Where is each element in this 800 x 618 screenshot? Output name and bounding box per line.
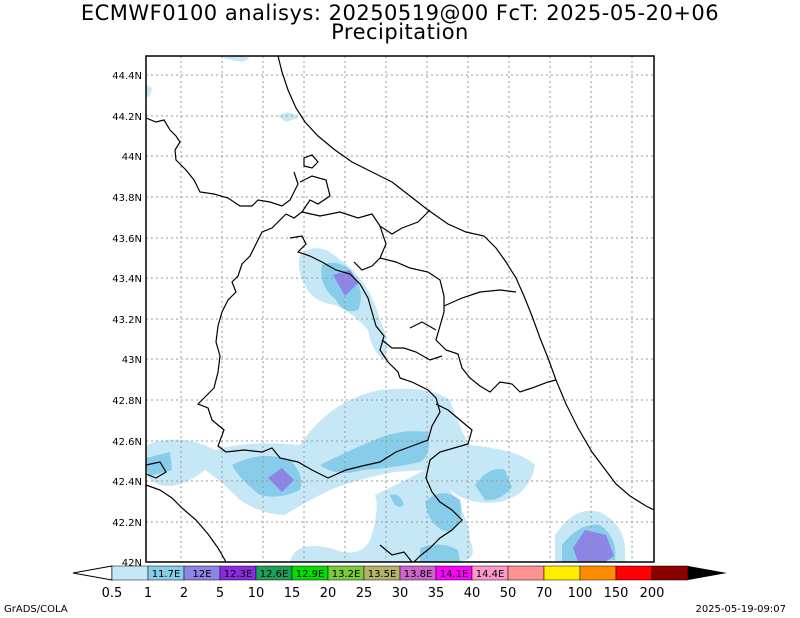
chart-subtitle: Precipitation: [331, 20, 469, 44]
plot-frame: [145, 55, 655, 563]
coastline-south: [145, 461, 227, 563]
colorbar: 11.7E 12E 12.3E 12.6E 12.9E 13.2E 13.5E 13.8E 14…: [72, 565, 727, 601]
lat-label: 43.4N: [112, 274, 142, 285]
coastline: [277, 55, 655, 511]
region-border: [289, 235, 401, 379]
colorbar-lon-label: 12.3E: [224, 569, 253, 580]
colorbar-value-label: 35: [428, 586, 445, 601]
colorbar-value-label: 100: [568, 586, 593, 601]
colorbar-value-label: 40: [464, 586, 481, 601]
colorbar-value-label: 15: [284, 586, 301, 601]
rain-area: [420, 544, 460, 562]
latitude-labels: 44.4N 44.2N 44N 43.8N 43.6N 43.4N 43.2N …: [112, 71, 142, 569]
lat-label: 42.2N: [112, 518, 142, 529]
colorbar-swatch: [615, 565, 653, 581]
colorbar-value-label: 200: [640, 586, 665, 601]
colorbar-swatch: [543, 565, 581, 581]
colorbar-value-label: 2: [180, 586, 188, 601]
chart-title: ECMWF0100 analisys: 20250519@00 FcT: 202…: [80, 1, 720, 25]
precipitation-shading: [146, 56, 625, 562]
colorbar-value-label: 10: [248, 586, 265, 601]
lat-label: 42.4N: [112, 477, 142, 488]
colorbar-value-label: 0.5: [102, 586, 123, 601]
rain-area: [268, 468, 294, 492]
colorbar-swatch: [111, 565, 149, 581]
colorbar-swatch: [507, 565, 545, 581]
region-border: [409, 289, 517, 331]
rain-area: [320, 431, 429, 474]
rain-area: [573, 530, 614, 562]
rain-area: [475, 469, 512, 501]
rain-area: [390, 494, 404, 508]
colorbar-lon-label: 12.6E: [260, 569, 289, 580]
lat-label: 42N: [122, 558, 142, 569]
colorbar-lon-label: 12.9E: [296, 569, 325, 580]
lat-label: 42.8N: [112, 396, 142, 407]
region-border: [301, 209, 431, 235]
rain-area: [146, 85, 152, 98]
footer-credit: GrADS/COLA: [4, 604, 68, 615]
colorbar-lon-label: 14.4E: [476, 569, 505, 580]
region-border: [381, 339, 443, 361]
region-border: [285, 175, 331, 219]
lat-lon-grid: [146, 56, 654, 562]
colorbar-value-label: 5: [216, 586, 224, 601]
rain-area: [146, 452, 172, 476]
rain-area: [146, 388, 535, 562]
colorbar-lon-label: 13.8E: [404, 569, 433, 580]
colorbar-swatch: [651, 565, 689, 581]
colorbar-value-label: 70: [536, 586, 553, 601]
colorbar-value-label: 150: [604, 586, 629, 601]
coastline-and-borders: [145, 55, 655, 563]
lat-label: 44.2N: [112, 112, 142, 123]
footer-timestamp: 2025-05-19-09:07: [695, 604, 786, 615]
colorbar-high-arrow: [688, 566, 727, 580]
colorbar-lon-label: 11.7E: [152, 569, 181, 580]
colorbar-value-label: 25: [356, 586, 373, 601]
lat-label: 44.4N: [112, 71, 142, 82]
rain-area: [278, 112, 298, 122]
coastline-sw: [379, 544, 413, 563]
colorbar-value-label: 30: [392, 586, 409, 601]
lat-label: 43.2N: [112, 315, 142, 326]
colorbar-swatch: [579, 565, 617, 581]
region-border: [353, 225, 557, 393]
colorbar-value-label: 1: [144, 586, 152, 601]
lat-label: 43.8N: [112, 193, 142, 204]
lat-label: 42.6N: [112, 437, 142, 448]
colorbar-lon-label: 13.5E: [368, 569, 397, 580]
region-border: [303, 154, 319, 169]
coastline-west: [145, 117, 299, 207]
colorbar-value-label: 50: [500, 586, 517, 601]
lat-label: 43.6N: [112, 234, 142, 245]
colorbar-lon-label: 14.1E: [440, 569, 469, 580]
colorbar-low-arrow: [72, 565, 113, 581]
region-border: [413, 403, 473, 563]
lat-label: 44N: [122, 152, 142, 163]
rain-area: [222, 56, 250, 62]
colorbar-lon-label: 13.2E: [332, 569, 361, 580]
lat-label: 43N: [122, 355, 142, 366]
region-border: [196, 213, 441, 479]
colorbar-value-label: 20: [320, 586, 337, 601]
colorbar-lon-label: 12E: [192, 569, 211, 580]
